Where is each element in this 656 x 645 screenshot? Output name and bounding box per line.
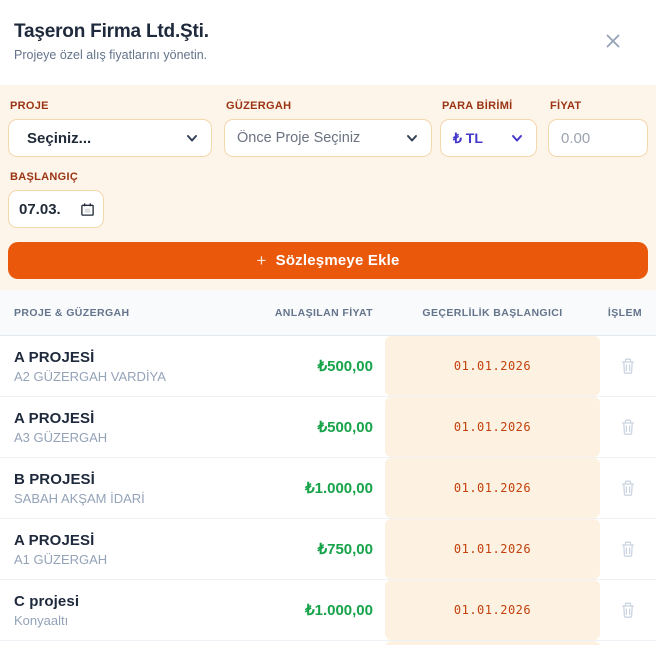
- project-name: A PROJESİ: [14, 531, 95, 549]
- table-row: A PROJESİ A1 GÜZERGAH ₺750,00 01.01.2026: [0, 519, 656, 580]
- form-row-1: PROJE Seçiniz... GÜZERGAH Önce Proje Seç…: [8, 100, 648, 157]
- col-header-agreed-price: ANLAŞILAN FİYAT: [274, 306, 373, 319]
- agreed-price: ₺1.000,00: [305, 602, 373, 619]
- validity-start-date: 01.01.2026: [453, 359, 532, 373]
- close-icon: [603, 34, 623, 54]
- delete-row-button[interactable]: [616, 597, 640, 623]
- delete-row-button[interactable]: [616, 353, 640, 379]
- validity-start-cell: 01.01.2026: [385, 397, 600, 457]
- pricing-form: PROJE Seçiniz... GÜZERGAH Önce Proje Seç…: [0, 85, 656, 290]
- col-header-action: İŞLEM: [607, 306, 642, 319]
- price-label: FİYAT: [550, 100, 582, 112]
- project-name: A PROJESİ: [14, 348, 95, 366]
- contracts-table: PROJE & GÜZERGAH ANLAŞILAN FİYAT GEÇERLİ…: [0, 290, 656, 645]
- trash-icon: [620, 358, 636, 378]
- form-row-2: BAŞLANGIÇ 07.03.: [8, 171, 648, 228]
- currency-label: PARA BİRİMİ: [442, 100, 513, 112]
- trash-icon: [620, 419, 636, 439]
- validity-start-cell: 01.01.2026: [385, 458, 600, 518]
- chevron-down-icon: [405, 131, 419, 145]
- delete-row-button[interactable]: [616, 475, 640, 501]
- project-name: C projesi: [14, 592, 80, 610]
- trash-icon: [620, 602, 636, 622]
- agreed-price: ₺500,00: [317, 419, 373, 436]
- price-input[interactable]: [561, 129, 635, 147]
- trash-icon: [620, 480, 636, 500]
- chevron-down-icon: [185, 131, 199, 145]
- validity-start-date: 01.01.2026: [453, 481, 532, 495]
- agreed-price: ₺750,00: [317, 541, 373, 558]
- validity-start-date: 01.01.2026: [453, 542, 532, 556]
- agreed-price: ₺500,00: [317, 358, 373, 375]
- page-subtitle: Projeye özel alış fiyatlarını yönetin.: [14, 48, 208, 62]
- guzergah-select[interactable]: Önce Proje Seçiniz: [224, 119, 432, 157]
- col-header-validity-start: GEÇERLİLİK BAŞLANGICI: [422, 306, 563, 319]
- trash-icon: [620, 541, 636, 561]
- delete-row-button[interactable]: [616, 414, 640, 440]
- guzergah-field: GÜZERGAH Önce Proje Seçiniz: [224, 100, 432, 157]
- table-row: A PROJESİ A2 GÜZERGAH VARDİYA ₺500,00 01…: [0, 336, 656, 397]
- validity-start-cell: 01.01.2026: [385, 580, 600, 640]
- delete-row-button[interactable]: [616, 536, 640, 562]
- table-row: C projesi Konyaaltı ₺1.000,00 01.01.2026: [0, 580, 656, 641]
- validity-start-cell: [385, 641, 600, 645]
- table-header-row: PROJE & GÜZERGAH ANLAŞILAN FİYAT GEÇERLİ…: [0, 290, 656, 336]
- route-name: A1 GÜZERGAH: [14, 551, 108, 567]
- proje-field: PROJE Seçiniz...: [8, 100, 212, 157]
- proje-label: PROJE: [10, 100, 49, 112]
- currency-select[interactable]: ₺ TL: [440, 119, 537, 157]
- start-date-value: 07.03.: [19, 200, 61, 218]
- validity-start-date: 01.01.2026: [453, 420, 532, 434]
- page-title: Taşeron Firma Ltd.Şti.: [14, 21, 209, 42]
- table-row: A PROJESİ A3 GÜZERGAH ₺500,00 01.01.2026: [0, 397, 656, 458]
- project-name: A PROJESİ: [14, 409, 95, 427]
- start-date-label: BAŞLANGIÇ: [10, 171, 79, 183]
- modal-header-text: Taşeron Firma Ltd.Şti. Projeye özel alış…: [14, 21, 209, 62]
- add-to-contract-label: Sözleşmeye Ekle: [275, 252, 400, 269]
- guzergah-selected-value: Önce Proje Seçiniz: [237, 130, 361, 146]
- guzergah-label: GÜZERGAH: [226, 100, 292, 112]
- route-name: Konyaaltı: [14, 612, 69, 628]
- agreed-price: ₺1.000,00: [305, 480, 373, 497]
- route-name: A3 GÜZERGAH: [14, 429, 108, 445]
- plus-icon: +: [256, 250, 267, 270]
- col-header-project-route: PROJE & GÜZERGAH: [14, 306, 130, 319]
- close-button[interactable]: [599, 27, 627, 55]
- modal-header: Taşeron Firma Ltd.Şti. Projeye özel alış…: [0, 0, 656, 85]
- chevron-down-icon: [510, 131, 524, 145]
- currency-selected-value: ₺ TL: [453, 129, 483, 146]
- route-name: A2 GÜZERGAH VARDİYA: [14, 368, 166, 384]
- price-field: FİYAT: [548, 100, 648, 157]
- price-input-wrap: [548, 119, 648, 157]
- route-name: SABAH AKŞAM İDARİ: [14, 490, 145, 506]
- currency-field: PARA BİRİMİ ₺ TL: [440, 100, 537, 157]
- start-date-field: BAŞLANGIÇ 07.03.: [8, 171, 104, 228]
- validity-start-date: 01.01.2026: [453, 603, 532, 617]
- validity-start-cell: 01.01.2026: [385, 336, 600, 396]
- project-name: B PROJESİ: [14, 470, 95, 488]
- proje-selected-value: Seçiniz...: [27, 129, 92, 147]
- validity-start-cell: 01.01.2026: [385, 519, 600, 579]
- start-date-input[interactable]: 07.03.: [8, 190, 104, 228]
- proje-select[interactable]: Seçiniz...: [8, 119, 212, 157]
- calendar-icon: [80, 202, 95, 217]
- table-row: [0, 641, 656, 645]
- table-row: B PROJESİ SABAH AKŞAM İDARİ ₺1.000,00 01…: [0, 458, 656, 519]
- add-to-contract-button[interactable]: + Sözleşmeye Ekle: [8, 242, 648, 279]
